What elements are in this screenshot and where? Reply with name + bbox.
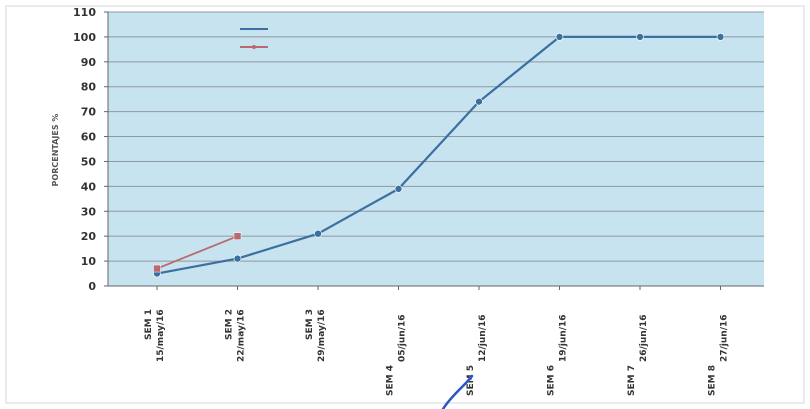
axes	[107, 12, 764, 287]
series-lines	[153, 33, 725, 278]
y-tick-label-80: 80	[81, 81, 97, 94]
x-label-sem-6: SEM 6	[547, 365, 557, 396]
y-axis-label: PORCENTAJES %	[51, 114, 60, 187]
y-tick-label-90: 90	[81, 56, 97, 69]
x-label-date-8: 27/jun/16	[720, 314, 730, 362]
series-1-point-2	[233, 254, 242, 263]
y-tick-label-110: 110	[73, 6, 96, 19]
x-axis-labels: SEM 1 15/may/16 SEM 2 22/may/16 SEM 3 29/may/…	[144, 286, 730, 396]
legend-marker-series-2	[252, 45, 256, 49]
series-1-point-3	[314, 229, 322, 238]
y-tick-label-40: 40	[81, 180, 97, 193]
y-tick-label-30: 30	[81, 205, 97, 218]
annotation-stroke	[441, 374, 474, 409]
series-1-point-5	[475, 97, 483, 106]
x-label-date-1: 15/may/16	[156, 309, 166, 362]
series-1-line	[155, 35, 722, 275]
x-label-date-2: 22/may/16	[237, 309, 247, 362]
legend	[240, 28, 268, 49]
x-label-date-3: 29/may/16	[317, 309, 327, 362]
x-label-date-5: 12/jun/16	[478, 314, 488, 362]
grid-lines	[108, 11, 764, 262]
x-label-sem-3: SEM 3	[305, 309, 315, 340]
series-2-line	[156, 235, 239, 270]
y-tick-label-0: 0	[88, 280, 96, 293]
series-1-point-7	[636, 33, 644, 41]
series-1-point-6	[555, 33, 564, 41]
y-tick-label-100: 100	[73, 31, 96, 44]
x-label-sem-5: SEM 5	[466, 365, 476, 396]
x-label-sem-2: SEM 2	[225, 309, 235, 340]
x-label-sem-1: SEM 1	[144, 309, 154, 340]
x-label-sem-8: SEM 8	[708, 365, 718, 396]
series-2-point-2	[233, 232, 242, 240]
x-label-date-4: 05/jun/16	[398, 314, 408, 362]
y-tick-label-70: 70	[81, 106, 97, 119]
x-label-sem-4: SEM 4	[386, 365, 396, 396]
y-axis-ticks: 0 10 20 30 40 50 60 70 80 90 100 110	[73, 6, 108, 293]
y-tick-label-60: 60	[81, 131, 97, 144]
x-label-sem-7: SEM 7	[627, 365, 637, 396]
y-tick-label-50: 50	[81, 155, 97, 168]
x-label-date-6: 19/jun/16	[559, 314, 569, 362]
y-tick-label-20: 20	[81, 230, 97, 243]
y-tick-label-10: 10	[81, 255, 97, 268]
series-1-point-4	[394, 185, 403, 193]
series-2-point-1	[153, 264, 161, 273]
x-label-date-7: 26/jun/16	[639, 314, 649, 362]
series-1-point-8	[716, 33, 725, 41]
